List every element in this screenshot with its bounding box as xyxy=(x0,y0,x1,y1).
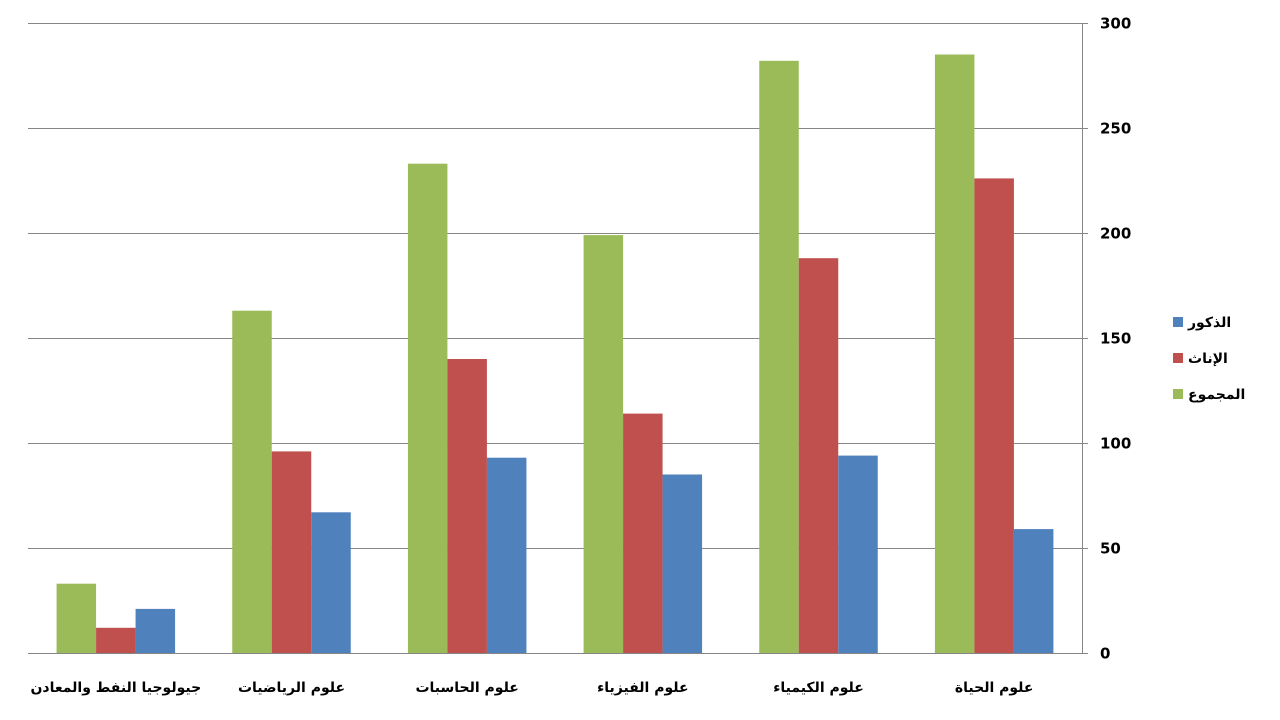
y-tick-label: 250 xyxy=(1100,120,1131,138)
legend-label-0: الذكور xyxy=(1187,315,1231,331)
bar-series-2-category-2 xyxy=(584,235,624,653)
x-category-label: علوم الحاسبات xyxy=(415,680,518,696)
bar-series-1-category-5 xyxy=(96,628,136,653)
y-tick-label: 300 xyxy=(1100,15,1131,33)
legend-swatch-0 xyxy=(1173,317,1183,327)
bar-series-2-category-5 xyxy=(57,584,97,653)
x-category-label: علوم الحياة xyxy=(955,680,1034,696)
x-category-label: علوم الرياضيات xyxy=(238,680,345,696)
bar-series-0-category-3 xyxy=(487,458,527,653)
y-tick-label: 0 xyxy=(1100,645,1110,663)
y-tick-label: 150 xyxy=(1100,330,1131,348)
bar-series-1-category-0 xyxy=(974,178,1014,653)
bar-series-2-category-1 xyxy=(759,61,799,653)
bar-series-2-category-4 xyxy=(232,311,272,653)
bar-series-0-category-1 xyxy=(838,456,878,653)
y-tick-label: 50 xyxy=(1100,540,1121,558)
legend: الذكور الإناث المجموع xyxy=(1173,315,1245,403)
bar-series-1-category-4 xyxy=(272,451,312,653)
bar-series-0-category-2 xyxy=(663,475,703,654)
x-category-label: جيولوجيا النفط والمعادن xyxy=(30,680,201,696)
bar-series-2-category-3 xyxy=(408,164,448,653)
y-axis-tick-labels: 0 50 100 150 200 250 300 xyxy=(1100,15,1131,663)
gridlines xyxy=(28,24,1082,549)
legend-label-2: المجموع xyxy=(1188,387,1245,403)
bar-series-0-category-5 xyxy=(136,609,176,653)
legend-swatch-1 xyxy=(1173,353,1183,363)
bar-series-1-category-3 xyxy=(447,359,487,653)
legend-swatch-2 xyxy=(1173,389,1183,399)
bar-series-1-category-1 xyxy=(799,258,839,653)
y-tick-label: 100 xyxy=(1100,435,1131,453)
y-tick-label: 200 xyxy=(1100,225,1131,243)
bar-series-0-category-0 xyxy=(1014,529,1053,653)
x-axis-category-labels: علوم الحياة علوم الكيمياء علوم الفيزياء علو… xyxy=(30,680,1033,696)
x-category-label: علوم الفيزياء xyxy=(597,680,688,696)
legend-label-1: الإناث xyxy=(1188,351,1228,367)
bar-series-2-category-0 xyxy=(935,55,975,654)
x-category-label: علوم الكيمياء xyxy=(773,680,864,696)
bar-series-0-category-4 xyxy=(311,512,351,653)
bar-series-1-category-2 xyxy=(623,414,663,653)
bar-series-group xyxy=(57,55,1054,654)
